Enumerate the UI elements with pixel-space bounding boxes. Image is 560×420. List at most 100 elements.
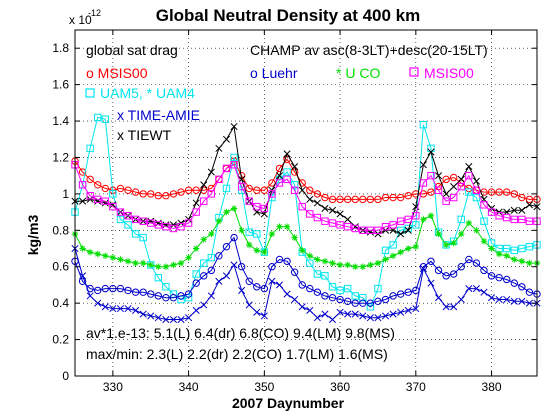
series-6-point xyxy=(283,175,291,184)
series-0-point xyxy=(184,186,193,194)
series-1-point xyxy=(525,243,534,251)
series-4-point xyxy=(510,279,518,287)
legend-msis-champ-marker xyxy=(409,67,419,77)
series-1-point xyxy=(253,230,261,238)
series-4-point xyxy=(396,290,405,298)
series-6-point xyxy=(237,182,246,191)
series-4-point xyxy=(374,297,382,306)
legend-msis-global: o MSIS00 xyxy=(86,65,148,81)
y-exponent: x 10 -12 xyxy=(69,8,101,27)
series-4-point xyxy=(162,293,170,302)
series-5-point xyxy=(94,250,101,258)
series-6-point xyxy=(525,217,534,225)
series-2-point xyxy=(185,314,193,322)
series-4-point xyxy=(260,284,269,293)
series-5-point xyxy=(503,252,510,260)
series-0-point xyxy=(78,168,87,176)
series-6-point xyxy=(465,171,473,180)
series-6-point xyxy=(290,186,299,194)
series-0-point xyxy=(525,195,534,204)
x-tick-label: 340 xyxy=(179,380,199,394)
series-2-point xyxy=(503,295,511,304)
series-6-point xyxy=(298,202,306,211)
series-1-point xyxy=(109,190,117,198)
series-6-point xyxy=(162,222,170,231)
series-3-point xyxy=(434,172,443,180)
series-2-point xyxy=(321,310,329,318)
y-tick-label: 0.8 xyxy=(52,223,69,237)
series-6-point xyxy=(268,190,276,198)
series-5-point xyxy=(435,230,442,238)
series-4-point xyxy=(245,277,253,286)
y-exponent-power: -12 xyxy=(88,8,101,18)
series-3-point xyxy=(306,195,314,203)
series-5-point xyxy=(155,263,162,270)
series-1-point xyxy=(131,230,140,238)
series-2-point xyxy=(457,295,465,304)
series-0-point xyxy=(200,186,208,194)
x-tick-label: 370 xyxy=(406,380,426,394)
series-2-point xyxy=(442,303,450,311)
series-4-point xyxy=(268,263,276,271)
series-6-point xyxy=(366,226,375,235)
series-2-point xyxy=(245,301,253,309)
series-3-point xyxy=(109,201,117,209)
series-2-point xyxy=(328,315,337,324)
series-4-point xyxy=(109,284,117,293)
series-4-point xyxy=(147,290,155,298)
series-4-point xyxy=(518,283,526,291)
series-2-point xyxy=(389,310,397,318)
series-5-point xyxy=(405,245,412,252)
series-6-point xyxy=(419,179,428,187)
series-0-point xyxy=(268,179,276,187)
series-0-point xyxy=(487,188,496,196)
series-0-point xyxy=(359,195,367,204)
series-2-point xyxy=(238,286,246,294)
series-6-point xyxy=(116,208,125,216)
series-0-point xyxy=(86,175,94,184)
series-2-point xyxy=(230,261,238,269)
series-2-point xyxy=(381,312,390,320)
series-4-point xyxy=(184,290,193,298)
series-1-point xyxy=(465,188,473,196)
series-5-point xyxy=(359,263,367,270)
series-5-point xyxy=(495,250,503,258)
series-6-point xyxy=(480,201,488,209)
series-2-point xyxy=(268,277,276,285)
series-1-point xyxy=(230,153,238,162)
series-5-point xyxy=(344,261,351,269)
legend-uco: * U CO xyxy=(336,65,380,81)
series-1-point xyxy=(343,284,352,293)
series-1-point xyxy=(207,253,216,262)
y-exponent-base: x 10 xyxy=(69,13,92,27)
series-2-point xyxy=(404,306,412,314)
series-2-point xyxy=(450,303,458,311)
y-tick-label: 1.2 xyxy=(52,150,69,164)
series-4-point xyxy=(200,272,208,280)
series-2-point xyxy=(510,297,518,305)
series-0-point xyxy=(139,190,147,198)
series-2-point xyxy=(177,315,185,324)
series-5-point xyxy=(367,261,374,269)
series-0-point xyxy=(290,168,299,176)
series-4-point xyxy=(434,266,443,275)
series-2-point xyxy=(283,290,291,298)
series-6-point xyxy=(245,197,253,205)
series-2-point xyxy=(192,306,200,314)
series-1-point xyxy=(162,283,170,291)
series-4-point xyxy=(78,277,87,286)
y-tick-label: 0.2 xyxy=(52,333,69,347)
series-5-point xyxy=(291,234,298,241)
x-tick-label: 360 xyxy=(330,380,350,394)
series-0-point xyxy=(442,175,450,184)
series-4-point xyxy=(328,293,337,302)
series-4-point xyxy=(215,252,223,260)
series-0-point xyxy=(449,173,458,182)
series-2-point xyxy=(306,306,314,314)
series-0-point xyxy=(162,192,170,200)
series-2-point xyxy=(116,305,124,313)
series-6-point xyxy=(449,193,458,202)
series-6-point xyxy=(313,213,322,222)
series-6-point xyxy=(336,221,344,229)
